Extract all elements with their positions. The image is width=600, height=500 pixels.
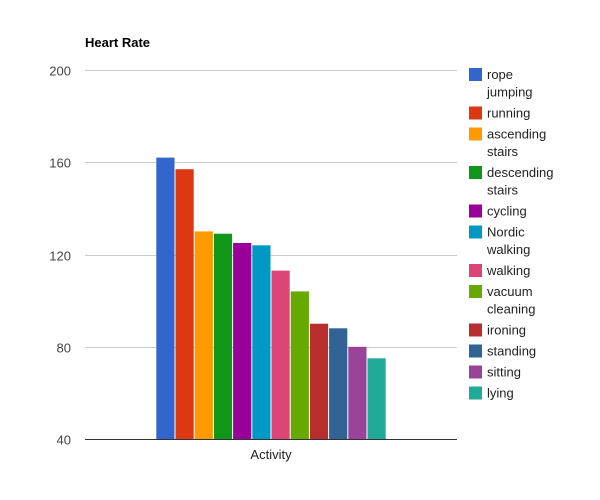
legend-item: sitting: [469, 365, 521, 380]
bar-lying: [367, 358, 386, 439]
legend-label: Nordic walking: [486, 225, 530, 258]
y-tick-label: 160: [49, 156, 71, 171]
legend: rope jumping running ascending stairs descend…: [469, 67, 554, 401]
legend-label: standing: [487, 344, 536, 359]
x-category-label: Activity: [250, 447, 292, 462]
legend-item: descending stairs: [469, 165, 554, 198]
bar-rope-jumping: [156, 157, 175, 439]
y-tick-label: 200: [49, 64, 71, 79]
legend-label: cycling: [487, 204, 527, 219]
legend-label: rope jumping: [486, 67, 533, 100]
legend-swatch: [469, 285, 482, 298]
y-tick-label: 120: [49, 249, 71, 264]
chart-title: Heart Rate: [85, 35, 150, 50]
bar-running: [175, 169, 194, 439]
legend-item: standing: [469, 344, 536, 359]
legend-item: ascending stairs: [469, 127, 546, 160]
legend-label: sitting: [487, 365, 521, 380]
legend-label: ironing: [487, 323, 526, 338]
gridlines: [85, 70, 457, 348]
legend-swatch: [469, 386, 482, 400]
bar-ascending-stairs: [194, 231, 213, 439]
legend-item: cycling: [469, 204, 527, 219]
legend-swatch: [469, 127, 482, 141]
y-tick-label: 80: [57, 341, 71, 356]
bar-vacuum-cleaning: [290, 291, 309, 439]
bars: [156, 157, 386, 440]
bar-ironing: [309, 323, 329, 439]
legend-swatch: [469, 344, 482, 358]
bar-walking: [271, 270, 290, 439]
legend-item: walking: [469, 263, 530, 278]
legend-swatch: [469, 225, 482, 239]
legend-label: descending stairs: [487, 165, 554, 198]
legend-swatch: [469, 204, 482, 218]
legend-label: walking: [486, 263, 530, 278]
legend-item: ironing: [469, 323, 526, 338]
legend-swatch: [469, 68, 482, 81]
legend-label: running: [487, 106, 530, 121]
legend-label: ascending stairs: [487, 127, 546, 160]
legend-item: rope jumping: [469, 67, 533, 100]
bar-nordic-walking: [252, 245, 271, 439]
legend-swatch: [469, 106, 482, 120]
legend-item: Nordic walking: [469, 225, 530, 258]
legend-item: running: [469, 106, 530, 121]
bar-sitting: [348, 346, 367, 440]
y-tick-label: 40: [57, 433, 71, 448]
y-axis-ticks: 40 80 120 160 200: [49, 64, 71, 448]
legend-item: vacuum cleaning: [469, 284, 535, 317]
legend-swatch: [469, 264, 482, 277]
legend-label: vacuum cleaning: [487, 284, 535, 317]
legend-item: lying: [469, 386, 514, 401]
legend-swatch: [469, 365, 482, 379]
legend-swatch: [469, 323, 482, 337]
bar-cycling: [233, 243, 252, 439]
bar-standing: [329, 328, 348, 439]
legend-swatch: [469, 166, 482, 179]
legend-label: lying: [487, 386, 514, 401]
bar-descending-stairs: [213, 233, 233, 439]
